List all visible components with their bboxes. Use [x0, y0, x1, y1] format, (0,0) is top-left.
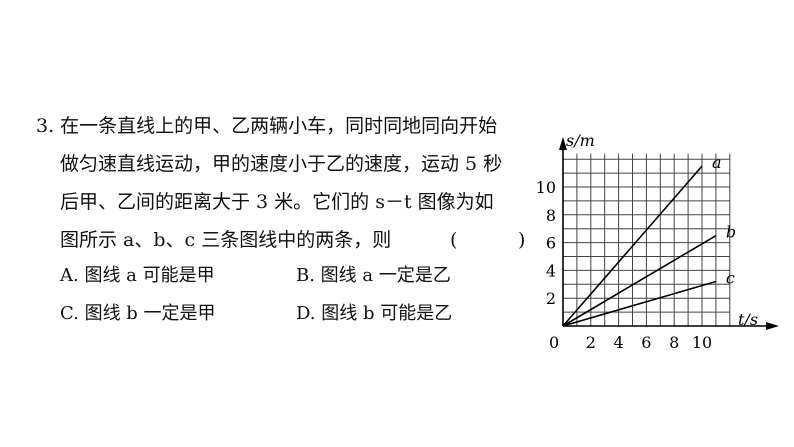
series-label-b: b: [726, 223, 736, 242]
y-axis-arrow: [559, 137, 567, 150]
graph-series: a b c: [562, 153, 736, 327]
y-tick-label: 10: [536, 178, 556, 197]
series-line-a: [562, 165, 703, 327]
x-tick-label: 8: [669, 333, 679, 352]
y-tick-label: 6: [546, 234, 556, 253]
x-tick-label: 4: [614, 333, 624, 352]
question-line-2: 做匀速直线运动，甲的速度小于乙的速度，运动 5 秒: [60, 153, 503, 175]
option-a[interactable]: A. 图线 a 可能是甲: [60, 265, 215, 286]
question-line-1: 3. 在一条直线上的甲、乙两辆小车，同时同地同向开始: [36, 115, 498, 137]
y-tick-label: 2: [546, 289, 556, 308]
answer-bracket-close: ): [518, 229, 526, 251]
x-tick-label: 10: [692, 333, 712, 352]
origin-label: 0: [549, 333, 559, 352]
option-d[interactable]: D. 图线 b 可能是乙: [296, 303, 453, 324]
y-tick-label: 4: [546, 261, 556, 280]
option-c[interactable]: C. 图线 b 一定是甲: [60, 303, 216, 324]
graph-grid: [563, 153, 731, 326]
y-tick-label: 8: [546, 206, 556, 225]
x-axis-arrow: [766, 322, 779, 330]
series-line-b: [562, 234, 717, 327]
series-label-a: a: [712, 153, 722, 172]
y-axis-label: s/m: [566, 131, 595, 150]
series-line-c: [562, 280, 717, 327]
option-b[interactable]: B. 图线 a 一定是乙: [296, 265, 451, 286]
question-line-3: 后甲、乙间的距离大于 3 米。它们的 s－t 图像为如: [60, 191, 494, 213]
x-tick-label: 6: [641, 333, 651, 352]
x-tick-label: 2: [586, 333, 596, 352]
question-line-4: 图所示 a、b、c 三条图线中的两条，则: [60, 229, 392, 251]
x-axis-label: t/s: [738, 310, 758, 329]
graph-axes: s/m t/s: [559, 131, 779, 330]
series-label-c: c: [726, 269, 735, 288]
answer-bracket-open: (: [450, 229, 458, 251]
